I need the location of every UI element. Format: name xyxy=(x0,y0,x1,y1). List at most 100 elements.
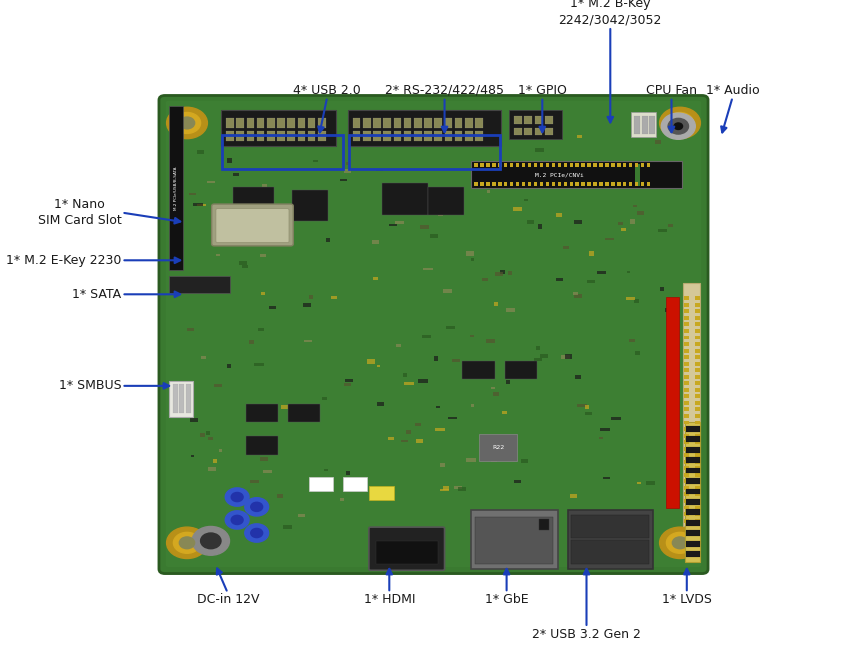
Bar xyxy=(480,182,484,186)
Circle shape xyxy=(672,537,688,549)
Text: M.2 PCIe/USB/B-SATA: M.2 PCIe/USB/B-SATA xyxy=(174,166,178,210)
Bar xyxy=(684,460,688,464)
Bar xyxy=(505,361,537,379)
Bar xyxy=(634,116,640,134)
Bar xyxy=(564,182,567,186)
Bar xyxy=(638,211,644,215)
Bar xyxy=(194,203,202,205)
Bar xyxy=(651,171,660,173)
Bar xyxy=(633,518,641,522)
Circle shape xyxy=(179,117,195,129)
Bar xyxy=(684,440,688,444)
Bar xyxy=(394,131,401,141)
Bar xyxy=(445,118,452,128)
Bar xyxy=(626,271,631,273)
Bar xyxy=(570,163,573,167)
Bar xyxy=(600,428,609,432)
Bar xyxy=(414,118,422,128)
Bar xyxy=(462,361,495,379)
Bar xyxy=(471,404,474,407)
Bar xyxy=(382,183,428,215)
Bar xyxy=(187,328,194,332)
Bar xyxy=(404,382,414,385)
Bar xyxy=(504,163,507,167)
Text: 1* SMBUS: 1* SMBUS xyxy=(59,379,122,392)
Bar xyxy=(535,358,542,361)
Text: M.2 PCIe/CNVi: M.2 PCIe/CNVi xyxy=(535,172,584,177)
Bar xyxy=(637,482,641,485)
Bar xyxy=(695,460,700,464)
Bar xyxy=(695,512,700,516)
Bar xyxy=(686,499,700,505)
Bar xyxy=(354,479,358,483)
Bar xyxy=(558,163,561,167)
Bar xyxy=(275,141,281,145)
Bar xyxy=(528,377,536,379)
Text: 1* GbE: 1* GbE xyxy=(484,593,529,606)
Bar xyxy=(502,411,507,413)
Bar xyxy=(260,456,268,461)
Bar xyxy=(486,339,495,343)
Bar xyxy=(475,517,553,564)
Bar xyxy=(246,131,254,141)
Bar xyxy=(589,252,594,256)
Bar xyxy=(249,340,254,344)
Bar xyxy=(303,303,310,307)
Circle shape xyxy=(179,537,195,549)
Bar xyxy=(186,384,191,413)
Bar xyxy=(277,494,283,498)
Bar xyxy=(233,187,274,215)
Bar xyxy=(309,296,313,299)
Bar xyxy=(666,297,679,508)
Bar xyxy=(598,512,603,514)
Bar xyxy=(695,486,700,490)
Bar xyxy=(686,478,700,484)
Bar xyxy=(522,459,529,463)
Text: 2* RS-232/422/485: 2* RS-232/422/485 xyxy=(385,84,504,97)
Bar xyxy=(684,303,688,307)
Bar xyxy=(246,118,254,128)
Bar xyxy=(629,182,632,186)
Bar xyxy=(455,131,462,141)
Bar xyxy=(684,375,688,379)
Bar xyxy=(695,322,700,326)
Bar xyxy=(301,192,307,196)
Bar xyxy=(372,277,377,279)
Bar xyxy=(510,163,513,167)
Bar xyxy=(471,161,682,188)
Bar xyxy=(491,459,497,462)
Bar xyxy=(527,220,534,224)
Bar xyxy=(575,163,579,167)
Circle shape xyxy=(167,107,207,139)
Bar xyxy=(695,499,700,503)
Bar xyxy=(236,131,244,141)
Bar xyxy=(448,417,457,419)
Bar xyxy=(308,131,315,141)
Bar xyxy=(376,542,438,564)
Bar xyxy=(233,173,240,176)
Text: 1* LVDS: 1* LVDS xyxy=(662,593,711,606)
Bar xyxy=(538,224,542,229)
Bar xyxy=(363,131,371,141)
Bar xyxy=(197,203,207,206)
Bar xyxy=(684,492,688,496)
Bar xyxy=(348,110,501,146)
Bar xyxy=(605,163,609,167)
Text: 1* GPIO: 1* GPIO xyxy=(518,84,567,97)
Bar xyxy=(269,306,276,309)
Bar xyxy=(169,106,183,270)
Circle shape xyxy=(225,511,249,529)
Bar xyxy=(487,190,490,194)
Bar xyxy=(633,299,639,303)
Bar xyxy=(597,271,605,275)
Bar xyxy=(263,470,272,473)
Bar xyxy=(430,233,438,238)
Bar xyxy=(331,296,337,299)
Bar xyxy=(495,272,502,276)
Bar xyxy=(686,489,700,494)
Bar xyxy=(545,116,552,124)
Bar xyxy=(542,179,552,182)
Bar xyxy=(563,247,570,249)
Bar xyxy=(685,422,700,562)
Bar xyxy=(179,384,184,413)
